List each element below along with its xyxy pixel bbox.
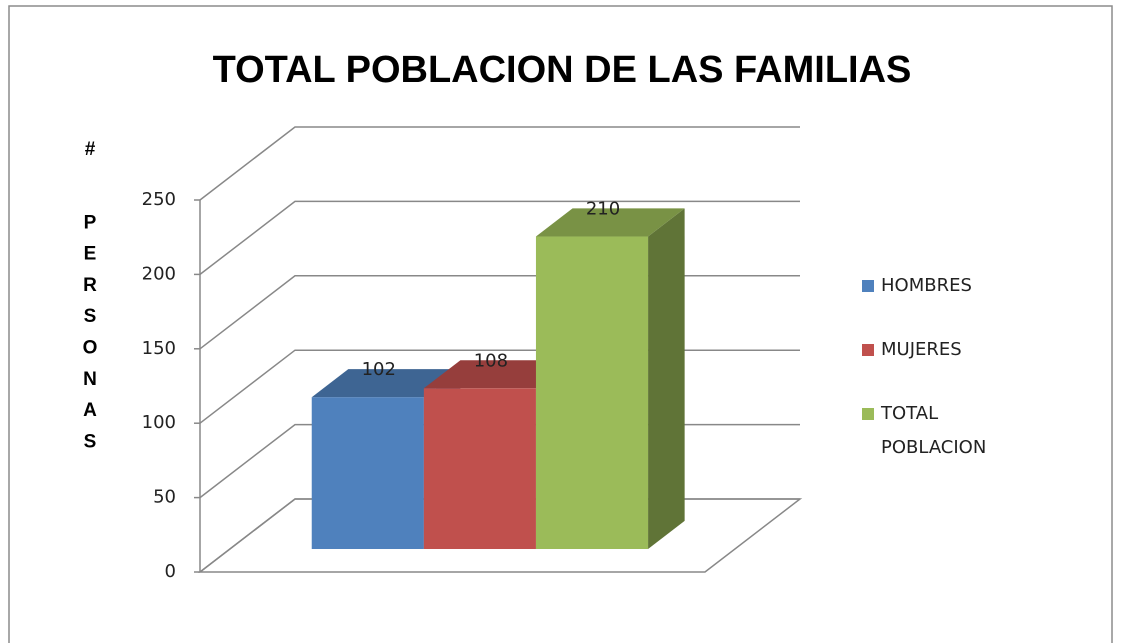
- y-tick-label: 50: [153, 487, 176, 508]
- bar-top: [535, 208, 685, 237]
- legend-swatch: [862, 344, 874, 356]
- legend-label: HOMBRES: [881, 275, 972, 296]
- chart-title: TOTAL POBLACION DE LAS FAMILIAS: [213, 49, 912, 91]
- y-tick-label: 250: [142, 189, 176, 210]
- legend-label: TOTAL POBLACION: [880, 403, 986, 458]
- y-tick-label: 200: [142, 263, 176, 284]
- y-axis-label-char: N: [83, 369, 97, 390]
- y-tick-label: 100: [142, 412, 176, 433]
- legend-label: MUJERES: [881, 339, 962, 360]
- bar: [535, 236, 649, 550]
- y-tick-label: 150: [142, 338, 176, 359]
- y-axis-label-char: A: [83, 400, 97, 421]
- y-tick-label: 0: [165, 561, 176, 582]
- bar: [311, 397, 424, 550]
- bar: [423, 388, 536, 550]
- y-axis-label-char: #: [85, 139, 96, 160]
- legend-swatch: [862, 408, 874, 420]
- grid-line: [199, 275, 800, 350]
- y-axis-label: # P E R S O N A S: [83, 139, 98, 452]
- legend-label-line: TOTAL: [880, 403, 938, 424]
- y-axis-label-char: R: [83, 275, 97, 296]
- y-axis-label-char: S: [84, 306, 97, 327]
- data-label: 108: [474, 350, 508, 371]
- y-axis-label-char: P: [84, 212, 97, 233]
- data-label: 210: [586, 199, 620, 220]
- grid-line: [199, 126, 800, 201]
- y-axis-label-char: E: [84, 244, 97, 265]
- legend-swatch: [862, 280, 874, 292]
- y-axis-label-char: S: [84, 431, 97, 452]
- bar-top: [311, 369, 461, 398]
- legend-label-line: POBLACION: [881, 437, 986, 458]
- chart-frame: [8, 5, 1113, 643]
- data-label: 102: [362, 359, 396, 380]
- bar-side: [648, 208, 685, 550]
- y-axis-label-char: O: [83, 338, 98, 359]
- grid-line: [199, 200, 800, 275]
- bar-top: [423, 360, 573, 389]
